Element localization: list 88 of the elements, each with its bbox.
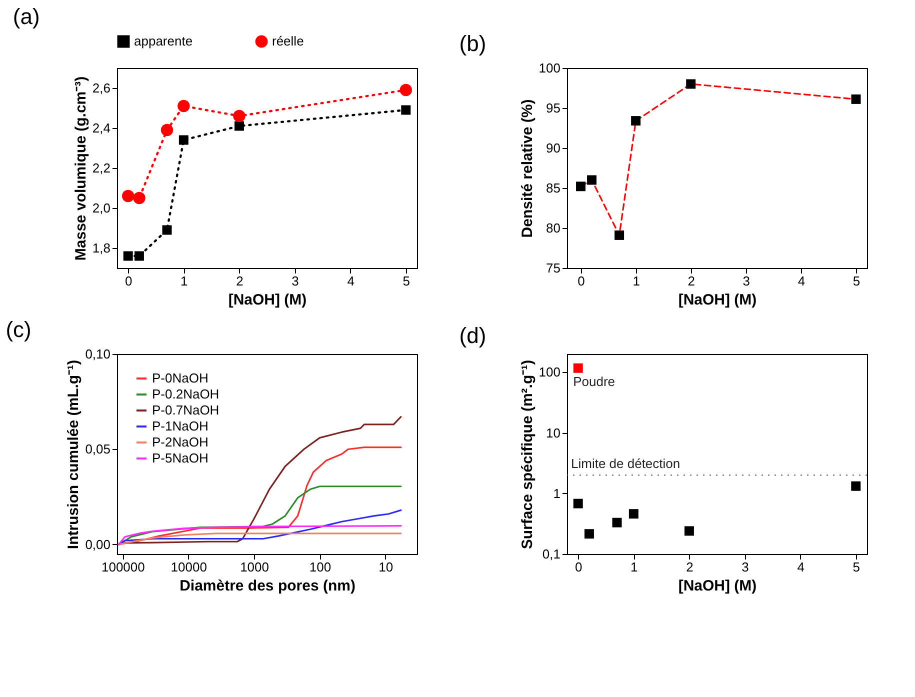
legend-label: apparente bbox=[134, 34, 193, 49]
point bbox=[628, 509, 638, 519]
point bbox=[162, 225, 172, 235]
ref-line-label: Limite de détection bbox=[571, 456, 680, 472]
y-tick-label: 2,6 bbox=[92, 80, 110, 96]
y-tick-label: 2,0 bbox=[92, 200, 110, 216]
y-tick-label: 1,8 bbox=[92, 240, 110, 256]
y-tick-label: 85 bbox=[546, 180, 560, 196]
y-tick-label: 100 bbox=[538, 60, 560, 76]
x-axis-title: [NaOH] (M) bbox=[678, 292, 757, 308]
x-tick-label: 100 bbox=[309, 560, 332, 574]
y-tick-label: 2,2 bbox=[92, 160, 110, 176]
x-tick-label: 2 bbox=[236, 274, 244, 288]
legend-label: P-0NaOH bbox=[152, 370, 208, 386]
legend-label: P-5NaOH bbox=[152, 450, 208, 466]
x-axis-title: [NaOH] (M) bbox=[228, 292, 307, 308]
y-axis-title: Densité relative (%) bbox=[518, 99, 536, 238]
annotation: Poudre bbox=[573, 374, 616, 390]
point bbox=[686, 79, 696, 89]
x-tick-label: 10000 bbox=[170, 560, 207, 574]
point bbox=[573, 363, 583, 373]
point bbox=[576, 182, 586, 192]
x-tick-label: 1 bbox=[632, 274, 640, 288]
y-tick-label: 0,1 bbox=[542, 546, 560, 562]
x-tick-label: 4 bbox=[797, 560, 804, 574]
x-axis-title: Diamètre des pores (nm) bbox=[180, 578, 356, 594]
legend-label: P-2NaOH bbox=[152, 434, 208, 450]
point bbox=[123, 251, 133, 261]
point bbox=[684, 526, 694, 536]
legend-label: réelle bbox=[272, 34, 304, 49]
y-tick-label: 95 bbox=[546, 100, 560, 116]
legend-label: P-0.2NaOH bbox=[152, 386, 220, 402]
x-tick-label: 5 bbox=[852, 274, 860, 288]
point bbox=[587, 175, 597, 185]
point bbox=[631, 116, 641, 126]
x-tick-label: 100000 bbox=[101, 560, 145, 574]
point bbox=[851, 94, 861, 104]
point bbox=[160, 124, 174, 136]
y-tick-label: 10 bbox=[546, 425, 560, 440]
x-tick-label: 10 bbox=[378, 560, 394, 574]
point bbox=[234, 121, 244, 131]
y-tick-label: 2,4 bbox=[92, 120, 110, 136]
point bbox=[584, 529, 594, 539]
y-tick-label: 75 bbox=[546, 260, 560, 276]
point bbox=[401, 105, 411, 115]
x-tick-label: 2 bbox=[688, 274, 695, 288]
point bbox=[122, 190, 134, 202]
y-tick-label: 0,10 bbox=[85, 346, 110, 362]
point bbox=[134, 251, 144, 261]
y-tick-label: 0,00 bbox=[85, 536, 110, 552]
x-tick-label: 2 bbox=[686, 560, 694, 574]
point bbox=[614, 230, 624, 240]
y-axis-title: Intrusion cumulée (mL.g⁻¹) bbox=[65, 360, 82, 550]
x-tick-label: 3 bbox=[292, 274, 299, 288]
x-tick-label: 5 bbox=[852, 560, 860, 574]
x-tick-label: 4 bbox=[798, 274, 806, 288]
x-tick-label: 1 bbox=[180, 274, 188, 288]
x-tick-label: 3 bbox=[742, 560, 749, 574]
x-tick-label: 4 bbox=[347, 274, 354, 288]
y-tick-label: 90 bbox=[546, 140, 560, 156]
y-tick-label: 0,05 bbox=[85, 442, 110, 457]
x-tick-label: 5 bbox=[402, 274, 410, 288]
chart-title: (c) bbox=[6, 317, 32, 342]
x-tick-label: 3 bbox=[742, 274, 750, 288]
x-tick-label: 0 bbox=[124, 274, 132, 288]
legend-label: P-0.7NaOH bbox=[152, 402, 220, 418]
x-axis-title: [NaOH] (M) bbox=[678, 578, 757, 594]
x-tick-label: 0 bbox=[574, 560, 582, 574]
chart-title: (b) bbox=[459, 31, 486, 56]
chart-title: (a) bbox=[12, 4, 40, 29]
y-tick-label: 80 bbox=[546, 220, 560, 236]
chart-title: (d) bbox=[459, 323, 486, 348]
point bbox=[851, 481, 861, 491]
point bbox=[178, 100, 190, 112]
point bbox=[573, 498, 583, 508]
point bbox=[400, 84, 412, 96]
x-tick-label: 1 bbox=[630, 560, 638, 574]
x-tick-label: 0 bbox=[578, 274, 585, 288]
x-tick-label: 1000 bbox=[240, 560, 269, 574]
legend-label: P-1NaOH bbox=[152, 418, 208, 434]
y-axis-title: Surface spécifique (m².g⁻¹) bbox=[518, 360, 536, 550]
y-axis-title: Masse volumique (g.cm⁻³) bbox=[72, 76, 90, 261]
point bbox=[233, 110, 246, 122]
point bbox=[133, 192, 146, 204]
point bbox=[612, 518, 622, 528]
y-tick-label: 1 bbox=[553, 486, 560, 501]
y-tick-label: 100 bbox=[538, 364, 560, 380]
point bbox=[178, 135, 188, 145]
